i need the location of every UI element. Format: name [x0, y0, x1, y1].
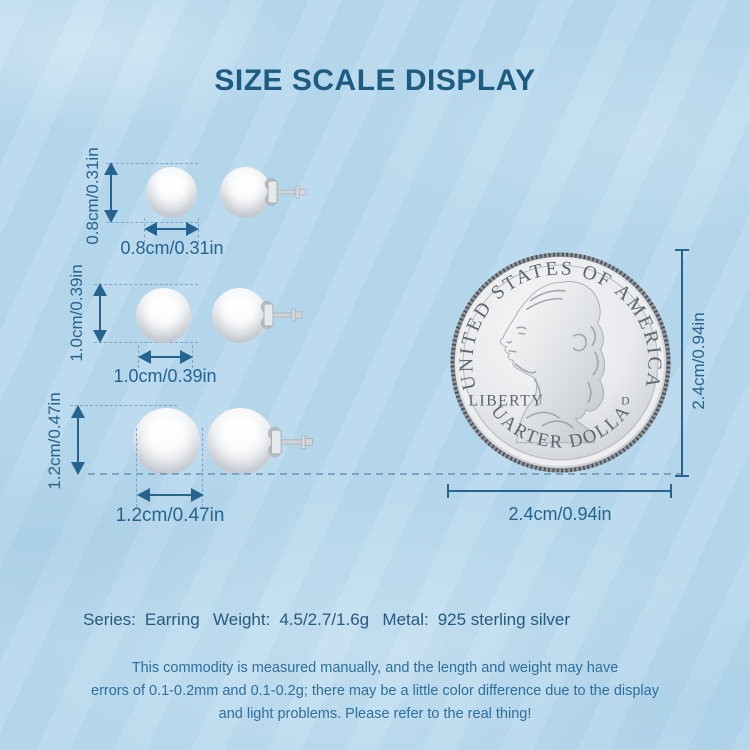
row2-pearl-side [212, 288, 267, 343]
disclaimer-line-1: This commodity is measured manually, and… [131, 660, 619, 676]
spec-metal-label: Metal: [382, 610, 429, 629]
disclaimer-text: This commodity is measured manually, and… [0, 657, 750, 726]
row2-horizontal-arrow [138, 350, 193, 364]
coin-reeded-edge [450, 252, 671, 473]
quarter-coin-image: UNITED STATES OF AMERICA QUARTER DOLLAR … [448, 250, 671, 473]
row3-width-label: 1.2cm/0.47in [115, 505, 225, 526]
row3-horizontal-arrow [137, 488, 204, 502]
row1-earring-back-icon [264, 177, 307, 207]
row1-horizontal-arrow [144, 222, 199, 236]
row3-right-guide [202, 428, 203, 507]
baseline-dashed-line [88, 473, 684, 475]
row2-pearl-front [136, 288, 191, 343]
row3-earring-back-icon [267, 426, 314, 458]
coin-mint-mark: D [621, 395, 629, 408]
coin-liberty-inscription: LIBERTY [469, 393, 544, 410]
spec-series-label: Series: [83, 610, 136, 629]
row2-vertical-arrow [93, 283, 107, 343]
spec-metal-value: 925 sterling silver [437, 610, 570, 629]
row1-vertical-arrow [104, 162, 118, 223]
row3-height-label: 1.2cm/0.47in [45, 392, 64, 490]
spec-metal: Metal: 925 sterling silver [382, 610, 570, 630]
coin-width-line [447, 484, 672, 498]
row2-width-label: 1.0cm/0.39in [113, 366, 217, 386]
row3-left-guide [136, 428, 137, 507]
spec-weight-label: Weight: [213, 610, 271, 629]
row3-pearl-side [207, 408, 274, 475]
coin-width-label: 2.4cm/0.94in [508, 504, 612, 524]
row1-width-label: 0.8cm/0.31in [120, 238, 224, 258]
row1-pearl-front [146, 167, 197, 218]
spec-series: Series: Earring [83, 610, 200, 630]
row1-top-guide [106, 163, 198, 164]
disclaimer-line-3: and light problems. Please refer to the … [218, 706, 532, 722]
coin-height-line [675, 249, 689, 477]
disclaimer-line-2: errors of 0.1-0.2mm and 0.1-0.2g; there … [91, 683, 659, 699]
row1-pearl-side [220, 167, 271, 218]
row2-bottom-guide [94, 342, 198, 343]
washington-portrait [499, 281, 606, 444]
row2-height-label: 1.0cm/0.39in [67, 264, 86, 362]
coin-rim-line [462, 264, 659, 461]
row3-vertical-arrow [71, 405, 85, 475]
row3-pearl-front [133, 408, 200, 475]
spec-weight-value: 4.5/2.7/1.6g [279, 610, 370, 629]
product-specs: Series: Earring Weight: 4.5/2.7/1.6g Met… [83, 610, 570, 630]
row2-earring-back-icon [260, 300, 303, 330]
coin-rim [457, 259, 664, 466]
spec-series-value: Earring [144, 610, 200, 629]
coin-height-label: 2.4cm/0.94in [689, 312, 708, 410]
page-title: SIZE SCALE DISPLAY [214, 64, 536, 97]
row2-top-guide [94, 284, 198, 285]
row3-top-guide [70, 405, 177, 406]
spec-weight: Weight: 4.5/2.7/1.6g [213, 610, 369, 630]
